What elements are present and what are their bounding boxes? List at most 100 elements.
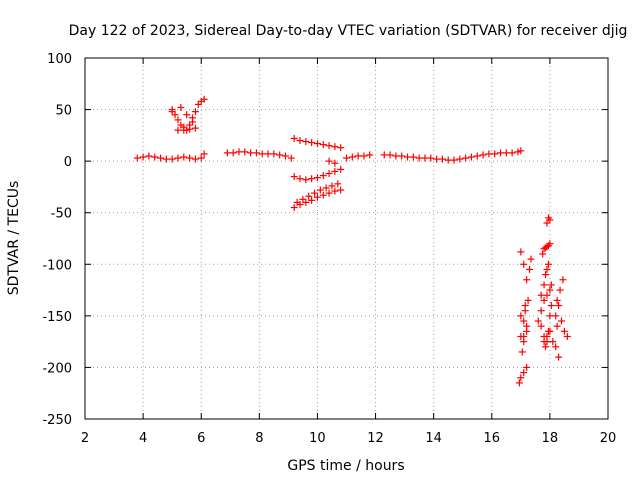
data-point	[427, 154, 435, 162]
data-point	[241, 148, 249, 156]
y-tick-label: 0	[64, 155, 72, 170]
data-point	[299, 195, 307, 203]
data-point	[133, 154, 141, 162]
data-point	[168, 108, 176, 116]
data-point	[331, 187, 339, 195]
data-point	[547, 302, 555, 310]
data-point	[331, 143, 339, 151]
data-point	[290, 204, 298, 212]
data-point	[450, 156, 458, 164]
y-tick-label: 50	[55, 104, 72, 119]
data-point	[540, 296, 548, 304]
data-point	[537, 291, 545, 299]
data-point	[517, 147, 525, 155]
data-point	[287, 154, 295, 162]
data-point	[305, 192, 313, 200]
data-point	[180, 126, 188, 134]
data-point	[325, 142, 333, 150]
data-point	[313, 174, 321, 182]
data-point	[558, 317, 566, 325]
data-point	[398, 152, 406, 160]
data-point	[523, 276, 531, 284]
data-point	[186, 154, 194, 162]
data-point	[540, 338, 548, 346]
data-point	[302, 176, 310, 184]
data-point	[517, 312, 525, 320]
x-tick-label: 4	[139, 431, 147, 446]
data-point	[319, 141, 327, 149]
data-point	[438, 155, 446, 163]
data-point	[229, 149, 237, 157]
data-point	[200, 150, 208, 158]
data-point	[544, 327, 552, 335]
data-point	[334, 180, 342, 188]
data-point	[177, 104, 185, 112]
data-point	[319, 191, 327, 199]
x-tick-label: 16	[484, 431, 501, 446]
data-point	[473, 152, 481, 160]
data-point	[325, 189, 333, 197]
data-point	[325, 157, 333, 165]
data-point	[157, 154, 165, 162]
data-point	[508, 149, 516, 157]
x-axis-label: GPS time / hours	[287, 458, 404, 474]
data-point	[337, 144, 345, 152]
data-point	[467, 153, 475, 161]
data-point	[296, 175, 304, 183]
grid	[85, 58, 608, 419]
data-point	[553, 296, 561, 304]
data-point	[252, 149, 260, 157]
data-point	[462, 154, 470, 162]
data-point	[151, 153, 159, 161]
data-point	[322, 184, 330, 192]
data-point	[191, 124, 199, 132]
plot-frame	[84, 57, 609, 420]
y-tick-label: -250	[42, 413, 72, 428]
data-point	[521, 307, 529, 315]
data-point	[296, 137, 304, 145]
x-tick-label: 6	[197, 431, 205, 446]
data-point	[337, 186, 345, 194]
data-point	[191, 155, 199, 163]
data-point	[145, 152, 153, 160]
data-point	[186, 125, 194, 133]
y-tick-label: 100	[47, 52, 72, 67]
data-point	[520, 332, 528, 340]
data-point	[174, 154, 182, 162]
data-point	[174, 116, 182, 124]
data-point	[139, 153, 147, 161]
data-point	[523, 327, 531, 335]
data-point	[491, 150, 499, 158]
data-point	[542, 343, 550, 351]
data-point	[549, 338, 557, 346]
data-point	[546, 286, 554, 294]
data-point	[409, 153, 417, 161]
data-point	[520, 317, 528, 325]
data-point	[311, 189, 319, 197]
data-point	[552, 312, 560, 320]
data-point	[547, 281, 555, 289]
data-point	[180, 153, 188, 161]
y-axis-label: SDTVAR / TECUs	[6, 181, 22, 296]
data-point	[544, 260, 552, 268]
data-point	[200, 95, 208, 103]
data-point	[517, 248, 525, 256]
data-point	[479, 151, 487, 159]
data-point	[197, 154, 205, 162]
data-point	[270, 150, 278, 158]
y-tick-label: -150	[42, 310, 72, 325]
data-point	[348, 153, 356, 161]
data-point	[555, 353, 563, 361]
data-point	[560, 327, 568, 335]
data-point	[290, 134, 298, 142]
data-point	[543, 265, 551, 273]
data-point	[293, 198, 301, 206]
data-point	[537, 307, 545, 315]
data-point	[189, 118, 197, 126]
data-point	[191, 108, 199, 116]
data-point	[534, 317, 542, 325]
data-point	[360, 152, 368, 160]
data-point	[520, 260, 528, 268]
data-point	[183, 111, 191, 119]
